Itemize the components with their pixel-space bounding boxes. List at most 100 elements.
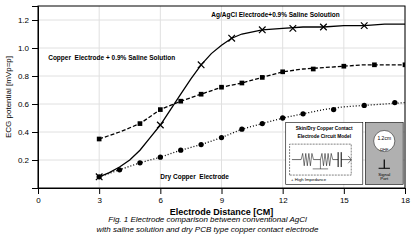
y-tick-mark: [32, 160, 38, 161]
x-tick: 9: [220, 188, 225, 205]
series-point: [198, 142, 203, 147]
y-tick-mark: [32, 20, 38, 21]
x-tick-label: 18: [401, 196, 410, 205]
series-point: [158, 107, 163, 112]
series-point: [372, 62, 377, 67]
x-tick: 15: [340, 188, 349, 205]
y-tick-label: 1.0: [18, 44, 30, 53]
y-tick-label: 1.2: [18, 16, 30, 25]
x-tick: 3: [97, 188, 102, 205]
x-tick-mark: [160, 188, 161, 194]
x-tick-mark: [99, 188, 100, 194]
series-point: [239, 127, 244, 132]
series-point: [260, 75, 265, 80]
y-tick-label: 0.2: [18, 156, 30, 165]
y-tick: 0.4: [18, 128, 38, 137]
series-point: [158, 155, 163, 160]
y-tick-mark: [32, 132, 38, 133]
x-tick: 0: [36, 188, 41, 205]
circuit-line: [313, 168, 328, 169]
electrode-stem: [384, 160, 385, 169]
series-point: [392, 100, 397, 105]
x-tick-label: 0: [36, 196, 41, 205]
y-tick-mark: [32, 76, 38, 77]
series-point: [403, 62, 405, 67]
series-point: [320, 24, 327, 31]
x-tick-mark: [283, 188, 284, 194]
x-tick-mark: [222, 188, 223, 194]
series-point: [259, 27, 266, 34]
series-point: [157, 122, 164, 129]
y-tick-label: 0.4: [18, 128, 30, 137]
series-point: [117, 167, 122, 172]
x-tick-label: 15: [340, 196, 349, 205]
series-point: [178, 148, 183, 153]
y-axis-title: ECG potential [mVp=p]: [4, 56, 13, 138]
y-tick: 1.0: [18, 44, 38, 53]
series-point: [228, 35, 235, 42]
y-tick-label: 0.6: [18, 100, 30, 109]
circuit-line: [320, 160, 321, 169]
series-point: [331, 107, 336, 112]
series-point: [97, 174, 102, 179]
grid: [38, 6, 405, 188]
x-tick-label: 9: [220, 196, 225, 205]
series-point: [97, 137, 102, 142]
x-tick-label: 12: [279, 196, 288, 205]
x-tick: 6: [159, 188, 164, 205]
chart: 0 3 6 9 12 15 18 0.2 0.4 0.6 0.8 1.0 1.2 Ag/AgCl Elec…: [0, 0, 415, 238]
inset-label: ΩHF: [380, 147, 389, 152]
line-label: Copper Electrode + 0.9% Saline Solution: [48, 54, 175, 62]
circuit-line: [313, 159, 320, 160]
series-point: [311, 67, 316, 72]
grid-line-x: [282, 6, 283, 188]
series-point: [290, 25, 297, 32]
series-point: [219, 85, 224, 90]
series-point: [341, 64, 346, 69]
y-tick: 0.6: [18, 100, 38, 109]
inset-label: 1.2cm: [377, 135, 391, 141]
grid-line-x: [221, 6, 222, 188]
line-label: Ag/AgCl Electrode+0.9% Saline Soloution: [211, 11, 339, 19]
y-axis: 0.2 0.4 0.6 0.8 1.0 1.2: [18, 7, 39, 189]
electrode-face: [374, 130, 395, 151]
circuit-line: [333, 159, 338, 160]
series-point: [199, 92, 204, 97]
x-tick: 12: [279, 188, 288, 205]
series-point: [219, 135, 224, 140]
inset-label: + High Impedance: [291, 177, 327, 182]
x-tick: 18: [401, 188, 410, 205]
grid-line-x: [160, 6, 161, 188]
inset-box: [365, 122, 403, 184]
series-point: [178, 99, 183, 104]
y-tick-mark: [32, 48, 38, 49]
series-point: [361, 22, 368, 29]
y-tick: 0.8: [18, 72, 38, 81]
circuit-line: [292, 159, 301, 160]
plot-frame: [38, 6, 405, 188]
electrode-stem: [379, 168, 390, 169]
caption: Fig. 1 Electrode comparison between conv…: [97, 215, 319, 234]
circuit-line: [341, 159, 351, 160]
series-point: [280, 115, 285, 120]
inset-title: Skin/Dry Copper Contact: [296, 126, 353, 131]
series-point: [137, 160, 142, 165]
series-point: [280, 69, 285, 74]
circuit-line: [338, 152, 339, 167]
x-tick-mark: [344, 188, 345, 194]
inset-label: SignalPort: [378, 172, 390, 182]
series-point: [362, 103, 367, 108]
line-label: Dry Copper Electrode: [160, 173, 229, 181]
series-point: [198, 62, 205, 69]
y-tick: 0.2: [18, 156, 38, 165]
inset-circuit: Skin/Dry Copper ContactElectrode Circuit…: [286, 122, 363, 184]
x-tick-label: 3: [97, 196, 102, 205]
inset-electrode: 1.2cm ΩHF SignalPort: [365, 122, 403, 184]
x-tick-mark: [405, 188, 406, 194]
circuit-line: [320, 153, 332, 165]
circuit-line: [301, 153, 313, 165]
inset-box: [286, 122, 363, 184]
grid-line-x: [99, 6, 100, 188]
plot-area: 0 3 6 9 12 15 18 0.2 0.4 0.6 0.8 1.0 1.2 Ag/AgCl Elec…: [18, 6, 411, 205]
circuit-line: [290, 144, 352, 175]
